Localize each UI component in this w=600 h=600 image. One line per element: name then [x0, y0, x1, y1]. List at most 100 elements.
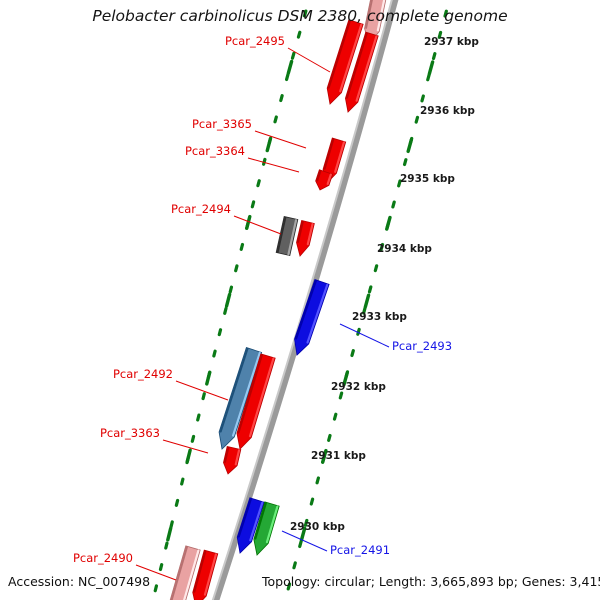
feature-highlight — [231, 351, 261, 437]
ruler-major-ticks — [299, 60, 435, 542]
feature-shadow — [323, 138, 335, 170]
feature-highlight — [339, 23, 363, 93]
feature-body — [294, 279, 330, 356]
feature-highlight — [306, 222, 314, 246]
ruler-major-tick — [406, 138, 414, 154]
gene-feature-pcar-2495-b[interactable] — [342, 31, 379, 114]
feature-highlight — [355, 35, 378, 102]
ruler-tick-label: 2936 kbp — [420, 105, 475, 117]
feature-body — [253, 501, 280, 556]
ruler-major-tick — [299, 526, 307, 542]
feature-highlight — [203, 553, 218, 596]
feature-highlight — [265, 505, 279, 544]
ruler-tick-label: 2935 kbp — [400, 173, 455, 185]
ruler-major-tick — [342, 371, 349, 387]
feature-highlight — [287, 219, 298, 256]
gene-feature-pcar-2490[interactable] — [168, 545, 201, 600]
feature-label-leader-line — [162, 439, 209, 454]
feature-label-pcar-2491[interactable]: Pcar_2491 — [330, 543, 390, 557]
feature-body — [236, 353, 276, 450]
ruler-major-tick — [363, 293, 371, 309]
ruler-tick-label: 2934 kbp — [377, 243, 432, 255]
feature-body — [236, 497, 265, 554]
feature-highlight — [306, 283, 329, 344]
gene-feature-pcar-2494[interactable] — [275, 216, 299, 256]
feature-label-pcar-2495[interactable]: Pcar_2495 — [225, 34, 285, 48]
feature-shadow — [254, 502, 267, 540]
feature-label-leader-line — [254, 130, 307, 149]
feature-body — [345, 31, 379, 113]
gene-feature-pcar-3364[interactable] — [313, 169, 334, 192]
genome-summary-label: Topology: circular; Length: 3,665,893 bp… — [261, 574, 600, 589]
feature-label-leader-line — [281, 530, 328, 552]
feature-shadow — [237, 354, 263, 434]
feature-shadow — [316, 170, 322, 182]
feature-highlight — [326, 173, 332, 186]
feature-label-leader-line — [135, 564, 177, 581]
ruler-major-tick — [166, 526, 173, 542]
feature-label-leader-line — [233, 215, 282, 235]
feature-label-pcar-2492[interactable]: Pcar_2492 — [113, 367, 173, 381]
ruler-arc-outer — [283, 0, 451, 600]
feature-body — [275, 216, 299, 256]
gene-feature-red-mid[interactable] — [294, 220, 315, 258]
ruler-tick-label: 2937 kbp — [424, 36, 479, 48]
ruler-major-tick — [320, 448, 328, 464]
feature-shadow — [237, 498, 252, 538]
feature-highlight — [180, 549, 200, 600]
ruler-tick-label: 2931 kbp — [311, 450, 366, 462]
page-title: Pelobacter carbinolicus DSM 2380, comple… — [92, 7, 507, 25]
feature-label-pcar-2493[interactable]: Pcar_2493 — [392, 339, 452, 353]
feature-label-leader-line — [287, 47, 331, 73]
ruler-major-tick — [385, 215, 392, 231]
feature-highlight — [376, 0, 388, 32]
feature-body — [168, 545, 201, 600]
feature-label-pcar-3363[interactable]: Pcar_3363 — [100, 426, 160, 440]
ruler-major-tick — [265, 137, 273, 153]
feature-shadow — [295, 279, 317, 340]
ruler-major-tick — [205, 370, 212, 386]
feature-label-pcar-3365[interactable]: Pcar_3365 — [192, 117, 252, 131]
ruler-tick-label: 2930 kbp — [290, 521, 345, 533]
genome-backbone — [211, 0, 399, 600]
gene-feature-blue-bottom[interactable] — [233, 497, 265, 556]
ruler-tick-label: 2932 kbp — [331, 381, 386, 393]
ruler-arc-inner — [151, 0, 311, 600]
feature-label-pcar-2490[interactable]: Pcar_2490 — [73, 551, 133, 565]
feature-shadow — [224, 446, 230, 463]
gene-feature-pcar-2491[interactable] — [250, 501, 280, 557]
feature-label-pcar-2494[interactable]: Pcar_2494 — [171, 202, 231, 216]
feature-shadow — [346, 32, 368, 99]
feature-shadow — [297, 220, 304, 243]
feature-body — [218, 347, 263, 450]
feature-label-leader-line — [339, 323, 390, 348]
gene-feature-pcar-3363[interactable] — [221, 445, 242, 475]
feature-highlight — [334, 141, 345, 173]
gene-feature-red-bottom[interactable] — [189, 549, 219, 600]
feature-label-layer[interactable]: Pcar_2495 Pcar_3365 Pcar_3364 Pcar_2494 Pcar… — [73, 34, 452, 581]
feature-shadow — [219, 347, 249, 433]
ruler-major-tick — [427, 60, 435, 76]
feature-shadow — [327, 20, 351, 89]
gene-feature-pcar-2493[interactable] — [290, 279, 330, 358]
feature-highlight — [248, 357, 275, 438]
feature-label-leader-line — [247, 157, 300, 173]
feature-shadow — [169, 546, 188, 600]
ruler-dotted-outer — [283, 0, 451, 600]
feature-label-leader-line — [175, 380, 229, 401]
ruler-tick-label: 2933 kbp — [352, 311, 407, 323]
accession-label: Accession: NC_007498 — [8, 574, 150, 589]
feature-highlight — [249, 501, 264, 542]
gene-feature-pcar-2492[interactable] — [214, 347, 263, 452]
feature-highlight — [234, 449, 241, 466]
gene-feature-pcar-2495-a[interactable] — [323, 19, 364, 107]
ruler-major-tick — [286, 59, 294, 75]
feature-label-pcar-3364[interactable]: Pcar_3364 — [185, 144, 245, 158]
gene-feature-layer[interactable] — [168, 0, 389, 600]
ruler-major-ticks-inner — [166, 59, 294, 542]
gene-feature-red-lower[interactable] — [233, 353, 276, 451]
ruler-major-tick — [245, 214, 252, 230]
feature-shadow — [193, 550, 207, 593]
